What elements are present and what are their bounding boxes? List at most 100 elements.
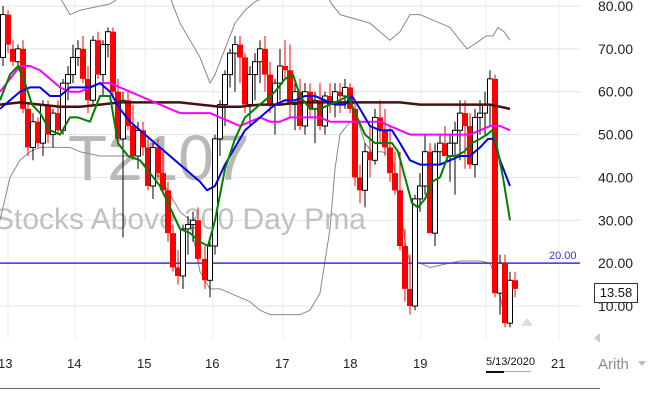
candle-body-up: [257, 48, 263, 63]
candle-body-down: [287, 70, 293, 105]
candle-body-up: [207, 245, 213, 281]
x-tick-label: 14: [67, 356, 81, 371]
candle-body-up: [232, 44, 238, 54]
candle-body-up: [180, 228, 186, 277]
candle-body-up: [30, 121, 36, 148]
y-tick-label: 30.00: [598, 212, 633, 228]
x-tick-label: 13: [0, 356, 12, 371]
scroll-up-arrow-icon[interactable]: [521, 318, 533, 326]
reference-line[interactable]: 20.00: [0, 250, 580, 264]
candle-body-up: [447, 142, 453, 157]
candle-body-down: [165, 190, 171, 234]
candle-body-up: [65, 74, 71, 84]
candle-body-up: [105, 31, 111, 46]
candle-body-down: [397, 190, 403, 246]
candle-body-down: [145, 147, 151, 186]
moving-averages: [0, 65, 511, 247]
candle-body-up: [222, 74, 228, 106]
candle-body-down: [130, 126, 136, 156]
candle-body-down: [155, 147, 161, 174]
x-tick-label: 16: [205, 356, 219, 371]
candle-body-down: [10, 48, 16, 62]
bollinger-lower-line: [0, 121, 511, 320]
candle-body-up: [212, 138, 218, 247]
candle-body-down: [237, 44, 243, 58]
candle-body-down: [25, 108, 31, 148]
candle-body-up: [100, 44, 106, 76]
x-tick-label: 17: [275, 356, 289, 371]
candle-body-down: [307, 91, 313, 109]
candle-body-up: [342, 86, 348, 97]
candle-body-up: [412, 198, 418, 307]
candle-body-down: [282, 66, 288, 71]
candle-body-down: [110, 31, 116, 92]
date-scroll-thumb[interactable]: [486, 371, 504, 373]
candle-body-up: [362, 151, 368, 191]
candle-body-down: [35, 121, 41, 144]
bollinger-bands: [0, 0, 511, 320]
y-tick-label: 70.00: [598, 41, 633, 57]
candle-body-up: [70, 56, 76, 76]
candle-body-down: [382, 130, 388, 148]
ma-green-line: [0, 65, 511, 247]
candle-body-up: [247, 74, 253, 106]
candle-body-up: [372, 116, 378, 161]
candle-body-up: [497, 262, 503, 294]
candle-body-down: [262, 48, 268, 75]
ma-200-line: [0, 101, 511, 111]
candle-body-up: [120, 99, 126, 140]
candle-body-up: [432, 151, 438, 234]
scroll-left-arrow-icon[interactable]: [594, 333, 600, 343]
candle-body-down: [357, 177, 363, 191]
candle-body-down: [387, 147, 393, 174]
candle-body-up: [487, 78, 493, 106]
candle-body-down: [442, 143, 448, 156]
candle-body-up: [217, 104, 223, 140]
candle-body-down: [297, 91, 303, 126]
candle-body-down: [140, 130, 146, 148]
candle-body-down: [317, 100, 323, 126]
scale-mode-dropdown[interactable]: Arith: [598, 356, 629, 373]
candle-body-down: [45, 104, 51, 135]
candle-body-down: [462, 113, 468, 126]
date-scroll-track[interactable]: [486, 371, 531, 372]
candle-body-up: [507, 279, 513, 324]
chevron-down-icon[interactable]: [638, 361, 646, 366]
ma-magenta-line: [0, 65, 511, 136]
candle-body-up: [457, 112, 463, 131]
candle-body-up: [477, 112, 483, 118]
candle-body-down: [492, 78, 498, 294]
current-date-label: 5/13/2020: [486, 356, 535, 368]
candle-body-up: [437, 142, 443, 153]
candle-body-down: [175, 267, 181, 276]
candle-body-down: [427, 151, 433, 234]
candle-body-up: [277, 65, 283, 84]
candle-body-up: [190, 219, 196, 226]
candle-body-up: [227, 52, 233, 76]
candle-body-up: [322, 95, 328, 127]
candle-body-up: [75, 48, 81, 58]
candle-body-down: [115, 91, 121, 139]
y-tick-label: 50.00: [598, 127, 633, 143]
x-axis[interactable]: 13 14 15 16 17 18 19 21: [0, 356, 565, 371]
candle-body-down: [55, 113, 61, 131]
candle-body-down: [242, 57, 248, 105]
x-tick-label: 15: [137, 356, 151, 371]
x-tick-label: 21: [551, 356, 565, 371]
candle-body-up: [482, 104, 488, 114]
candle-body-up: [15, 48, 21, 63]
bollinger-upper-line: [60, 0, 511, 84]
last-value-badge: 13.58: [594, 283, 638, 303]
candle-body-up: [185, 224, 191, 230]
candle-body-up: [40, 104, 46, 144]
candle-body-down: [80, 48, 86, 79]
candle-body-up: [0, 14, 6, 58]
x-tick-label: 18: [343, 356, 357, 371]
candle-body-down: [85, 78, 91, 101]
candle-body-up: [90, 39, 96, 101]
candle-body-down: [352, 108, 358, 178]
candle-body-down: [125, 100, 131, 126]
